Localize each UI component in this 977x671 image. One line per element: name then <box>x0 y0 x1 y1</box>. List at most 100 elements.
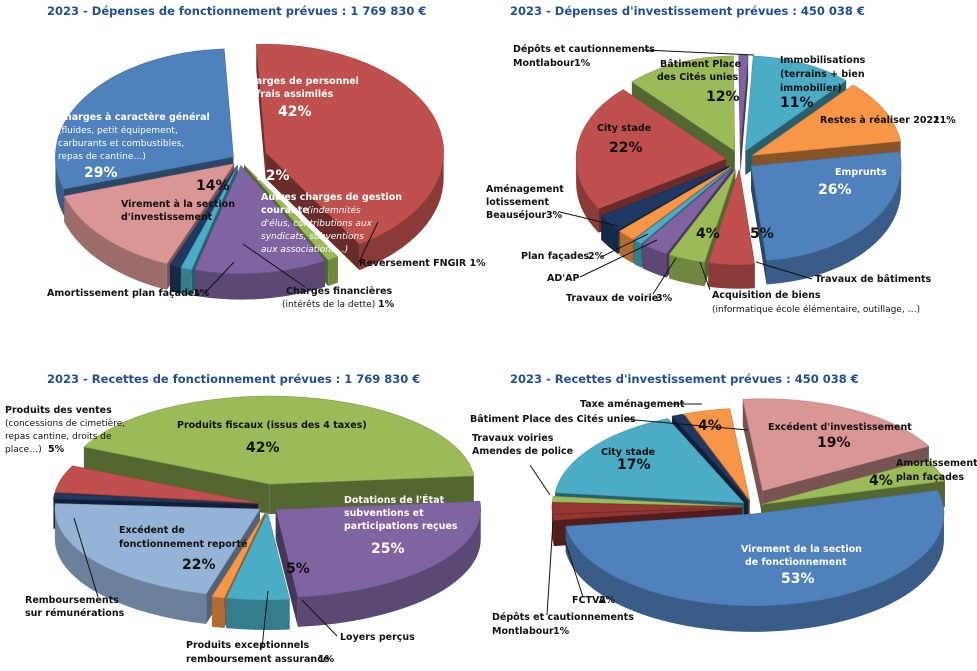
pie-chart-3 <box>53 395 481 630</box>
leader-amenagement <box>559 211 619 227</box>
slice-top <box>55 48 234 190</box>
slice-side-wall <box>64 196 167 290</box>
pct-dotations: 25% <box>371 541 405 557</box>
label-batiment-cites: Bâtiment Place des Cités unies <box>470 414 636 425</box>
label-depots-2: Montlabour <box>513 58 575 69</box>
slice-3-3 <box>225 511 291 630</box>
leader-travaux-voiries <box>529 464 551 496</box>
chart3-labels: Produits des ventes (concessions de cime… <box>5 405 458 665</box>
label-batiment-2: des Cités unies <box>657 72 739 83</box>
slice-1-1 <box>255 44 444 271</box>
slice-end-wall <box>265 152 360 271</box>
slice-top <box>255 44 444 245</box>
slice-top <box>554 418 745 504</box>
label-dotations-3: participations reçues <box>344 521 458 532</box>
chart1-title: 2023 - Dépenses de fonctionnement prévue… <box>47 4 426 18</box>
pct-amortissement: 1% <box>193 288 210 299</box>
label-fngir: Reversement FNGIR 1% <box>359 258 486 269</box>
slice-top <box>551 495 743 507</box>
label-amenagement-2: lotissement <box>486 197 549 208</box>
note-charges-generales-2: carburants et combustibles, <box>58 139 184 149</box>
label-produits-fiscaux: Produits fiscaux (issus des 4 taxes) <box>177 420 367 431</box>
pct-depots: 1% <box>574 58 591 69</box>
label-autres-charges-2: courante <box>261 205 309 216</box>
slice-top <box>738 54 749 151</box>
pct-exceptionnels: 1% <box>318 654 335 665</box>
leader-amortissement <box>204 261 235 294</box>
slice-top <box>275 500 481 598</box>
pct-produits-fiscaux: 42% <box>246 440 280 456</box>
slice-end-wall <box>751 166 767 285</box>
leader-travaux-batiments <box>755 261 813 280</box>
slice-side-wall <box>633 239 642 268</box>
note-produits-ventes-3: place…) <box>5 445 42 455</box>
label-taxe-amenagement: Taxe aménagement <box>580 399 685 410</box>
pct-autres-charges: 12% <box>256 168 290 184</box>
label-excedent-1: Excédent de <box>119 525 185 536</box>
pie-chart-4 <box>551 398 946 632</box>
note-charges-financieres: (intérêts de la dette) <box>282 299 375 310</box>
label-amortissement-1: Amortissement <box>896 458 977 469</box>
note-charges-generales-1: (fluides, petit équipement, <box>58 125 178 136</box>
leader-travaux-voirie <box>652 257 677 295</box>
pct-charges-generales: 29% <box>84 165 118 181</box>
label-depots-recettes-2: Montlabour <box>492 626 554 637</box>
label-virement-section-2: de fonctionnement <box>745 557 847 568</box>
slice-side-wall <box>565 513 944 632</box>
label-immobilisations-2: (terrains + bien <box>780 69 865 80</box>
chart2-labels: Dépôts et cautionnements Montlabour 1% B… <box>486 44 956 315</box>
slice-side-wall <box>194 260 326 300</box>
slice-top <box>668 169 736 263</box>
label-acquisition: Acquisition de biens <box>712 290 821 301</box>
label-produits-ventes: Produits des ventes <box>5 405 112 416</box>
slice-side-wall <box>766 166 902 285</box>
note-produits-ventes-1: (concessions de cimetière, <box>5 418 125 429</box>
pct-amenagement: 3% <box>546 210 563 221</box>
label-remboursements-2: sur rémunérations <box>25 608 125 619</box>
slice-side-wall <box>180 267 192 296</box>
pct-charges-personnel: 42% <box>278 104 312 120</box>
slice-top <box>633 167 732 245</box>
label-charges-financieres: Charges financières <box>286 286 392 297</box>
pie-chart-1 <box>55 44 444 300</box>
slice-end-wall <box>211 511 266 627</box>
label-travaux-voiries-2: Amendes de police <box>472 446 573 457</box>
leader-adap <box>579 239 658 278</box>
label-charges-personnel-1: Charges de personnel <box>242 76 359 87</box>
label-amenagement-1: Aménagement <box>486 184 564 195</box>
slice-side-wall <box>328 256 338 287</box>
pct-immobilisations: 11% <box>780 95 814 111</box>
label-adap: AD'AP <box>547 273 579 284</box>
chart3-title: 2023 - Recettes de fonctionnement prévue… <box>47 372 420 386</box>
pct-excedent-investissement: 19% <box>817 435 851 451</box>
label-city-stade-recettes: City stade <box>601 447 655 458</box>
slice-top <box>211 511 266 599</box>
pct-amortissement-recettes: 4% <box>869 473 893 489</box>
chart4-labels: Taxe aménagement 4% Bâtiment Place des C… <box>470 399 977 637</box>
slice-top <box>551 502 743 515</box>
label-virement-1: Virement à la section <box>121 199 235 210</box>
note-autres-charges-2: d'élus, contributions aux <box>261 218 373 229</box>
pct-taxe-amenagement: 4% <box>698 418 722 434</box>
leader-exceptionnels <box>261 590 269 649</box>
slice-2-4 <box>707 169 756 289</box>
slice-end-wall <box>742 399 763 517</box>
slice-top <box>53 493 259 505</box>
label-remboursements-1: Remboursements <box>25 595 119 606</box>
note-autres-charges-1: (indemnités <box>307 205 361 216</box>
label-travaux-batiments: Travaux de bâtiments <box>815 274 932 285</box>
slice-side-wall <box>619 231 634 264</box>
slice-top <box>751 84 902 156</box>
slice-top <box>642 168 733 254</box>
slice-top <box>63 163 235 265</box>
pct-virement: 14% <box>196 178 230 194</box>
label-city-stade: City stade <box>597 123 651 134</box>
label-plan-facades: Plan façades <box>521 251 590 262</box>
slice-top <box>761 459 946 505</box>
label-amortissement: Amortissement plan façades <box>47 288 200 299</box>
label-loyers: Loyers perçus <box>340 632 415 643</box>
pie-chart-2 <box>575 54 902 289</box>
slice-top <box>54 503 261 595</box>
slice-side-wall <box>169 265 181 294</box>
